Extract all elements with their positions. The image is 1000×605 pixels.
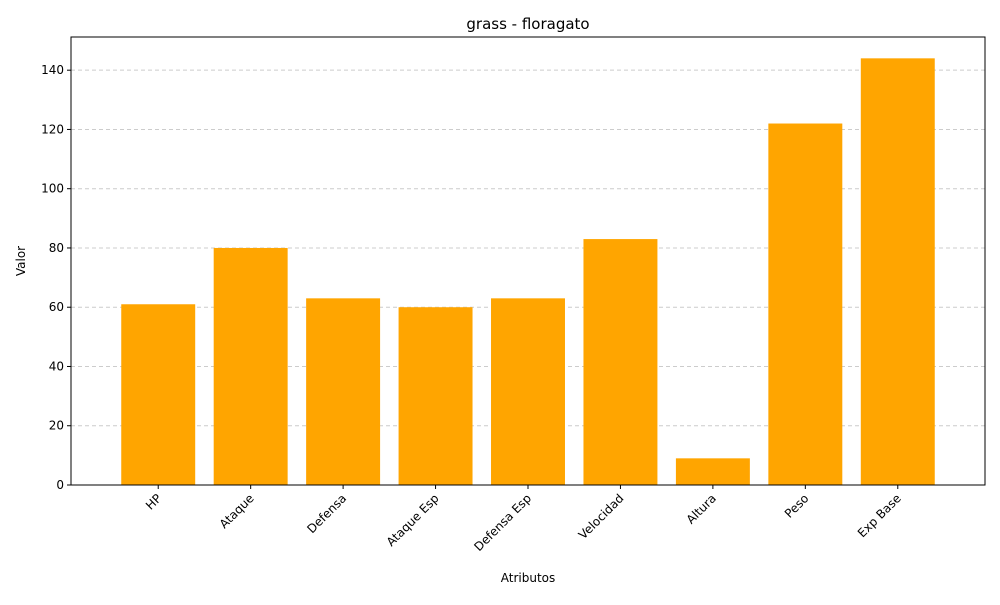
y-tick-label: 40: [49, 359, 64, 373]
bar-exp-base: [860, 58, 935, 485]
y-tick-label: 120: [41, 122, 64, 136]
x-tick-label: Ataque: [217, 491, 257, 531]
x-tick-label: Defensa: [304, 491, 349, 536]
y-axis-ticks: 0 20 40 60 80 100 120 140: [41, 63, 71, 492]
bars: [121, 58, 935, 485]
x-tick-label: Ataque Esp: [384, 491, 442, 549]
bar-peso: [768, 123, 843, 485]
chart-title: grass - floragato: [466, 15, 589, 33]
y-axis-label: Valor: [14, 246, 28, 276]
bar-ataque: [213, 247, 288, 485]
x-axis-ticks: HP Ataque Defensa Ataque Esp Defensa Esp Velo…: [143, 485, 904, 554]
x-tick-label: HP: [143, 491, 164, 512]
bar-altura: [675, 458, 750, 485]
x-tick-label: Exp Base: [855, 491, 904, 540]
y-tick-label: 100: [41, 182, 64, 196]
bar-velocidad: [583, 239, 658, 485]
x-tick-label: Defensa Esp: [471, 491, 534, 554]
bar-ataque-esp: [398, 307, 473, 485]
x-tick-label: Velocidad: [576, 491, 627, 542]
x-tick-label: Peso: [782, 491, 812, 521]
x-tick-label: Altura: [684, 491, 719, 526]
y-tick-label: 60: [49, 300, 64, 314]
bar-hp: [121, 304, 196, 485]
y-tick-label: 0: [56, 478, 64, 492]
y-tick-label: 20: [49, 419, 64, 433]
y-tick-label: 80: [49, 241, 64, 255]
bar-defensa-esp: [491, 298, 565, 485]
x-axis-label: Atributos: [501, 571, 556, 585]
y-tick-label: 140: [41, 63, 64, 77]
bar-defensa: [306, 298, 381, 485]
